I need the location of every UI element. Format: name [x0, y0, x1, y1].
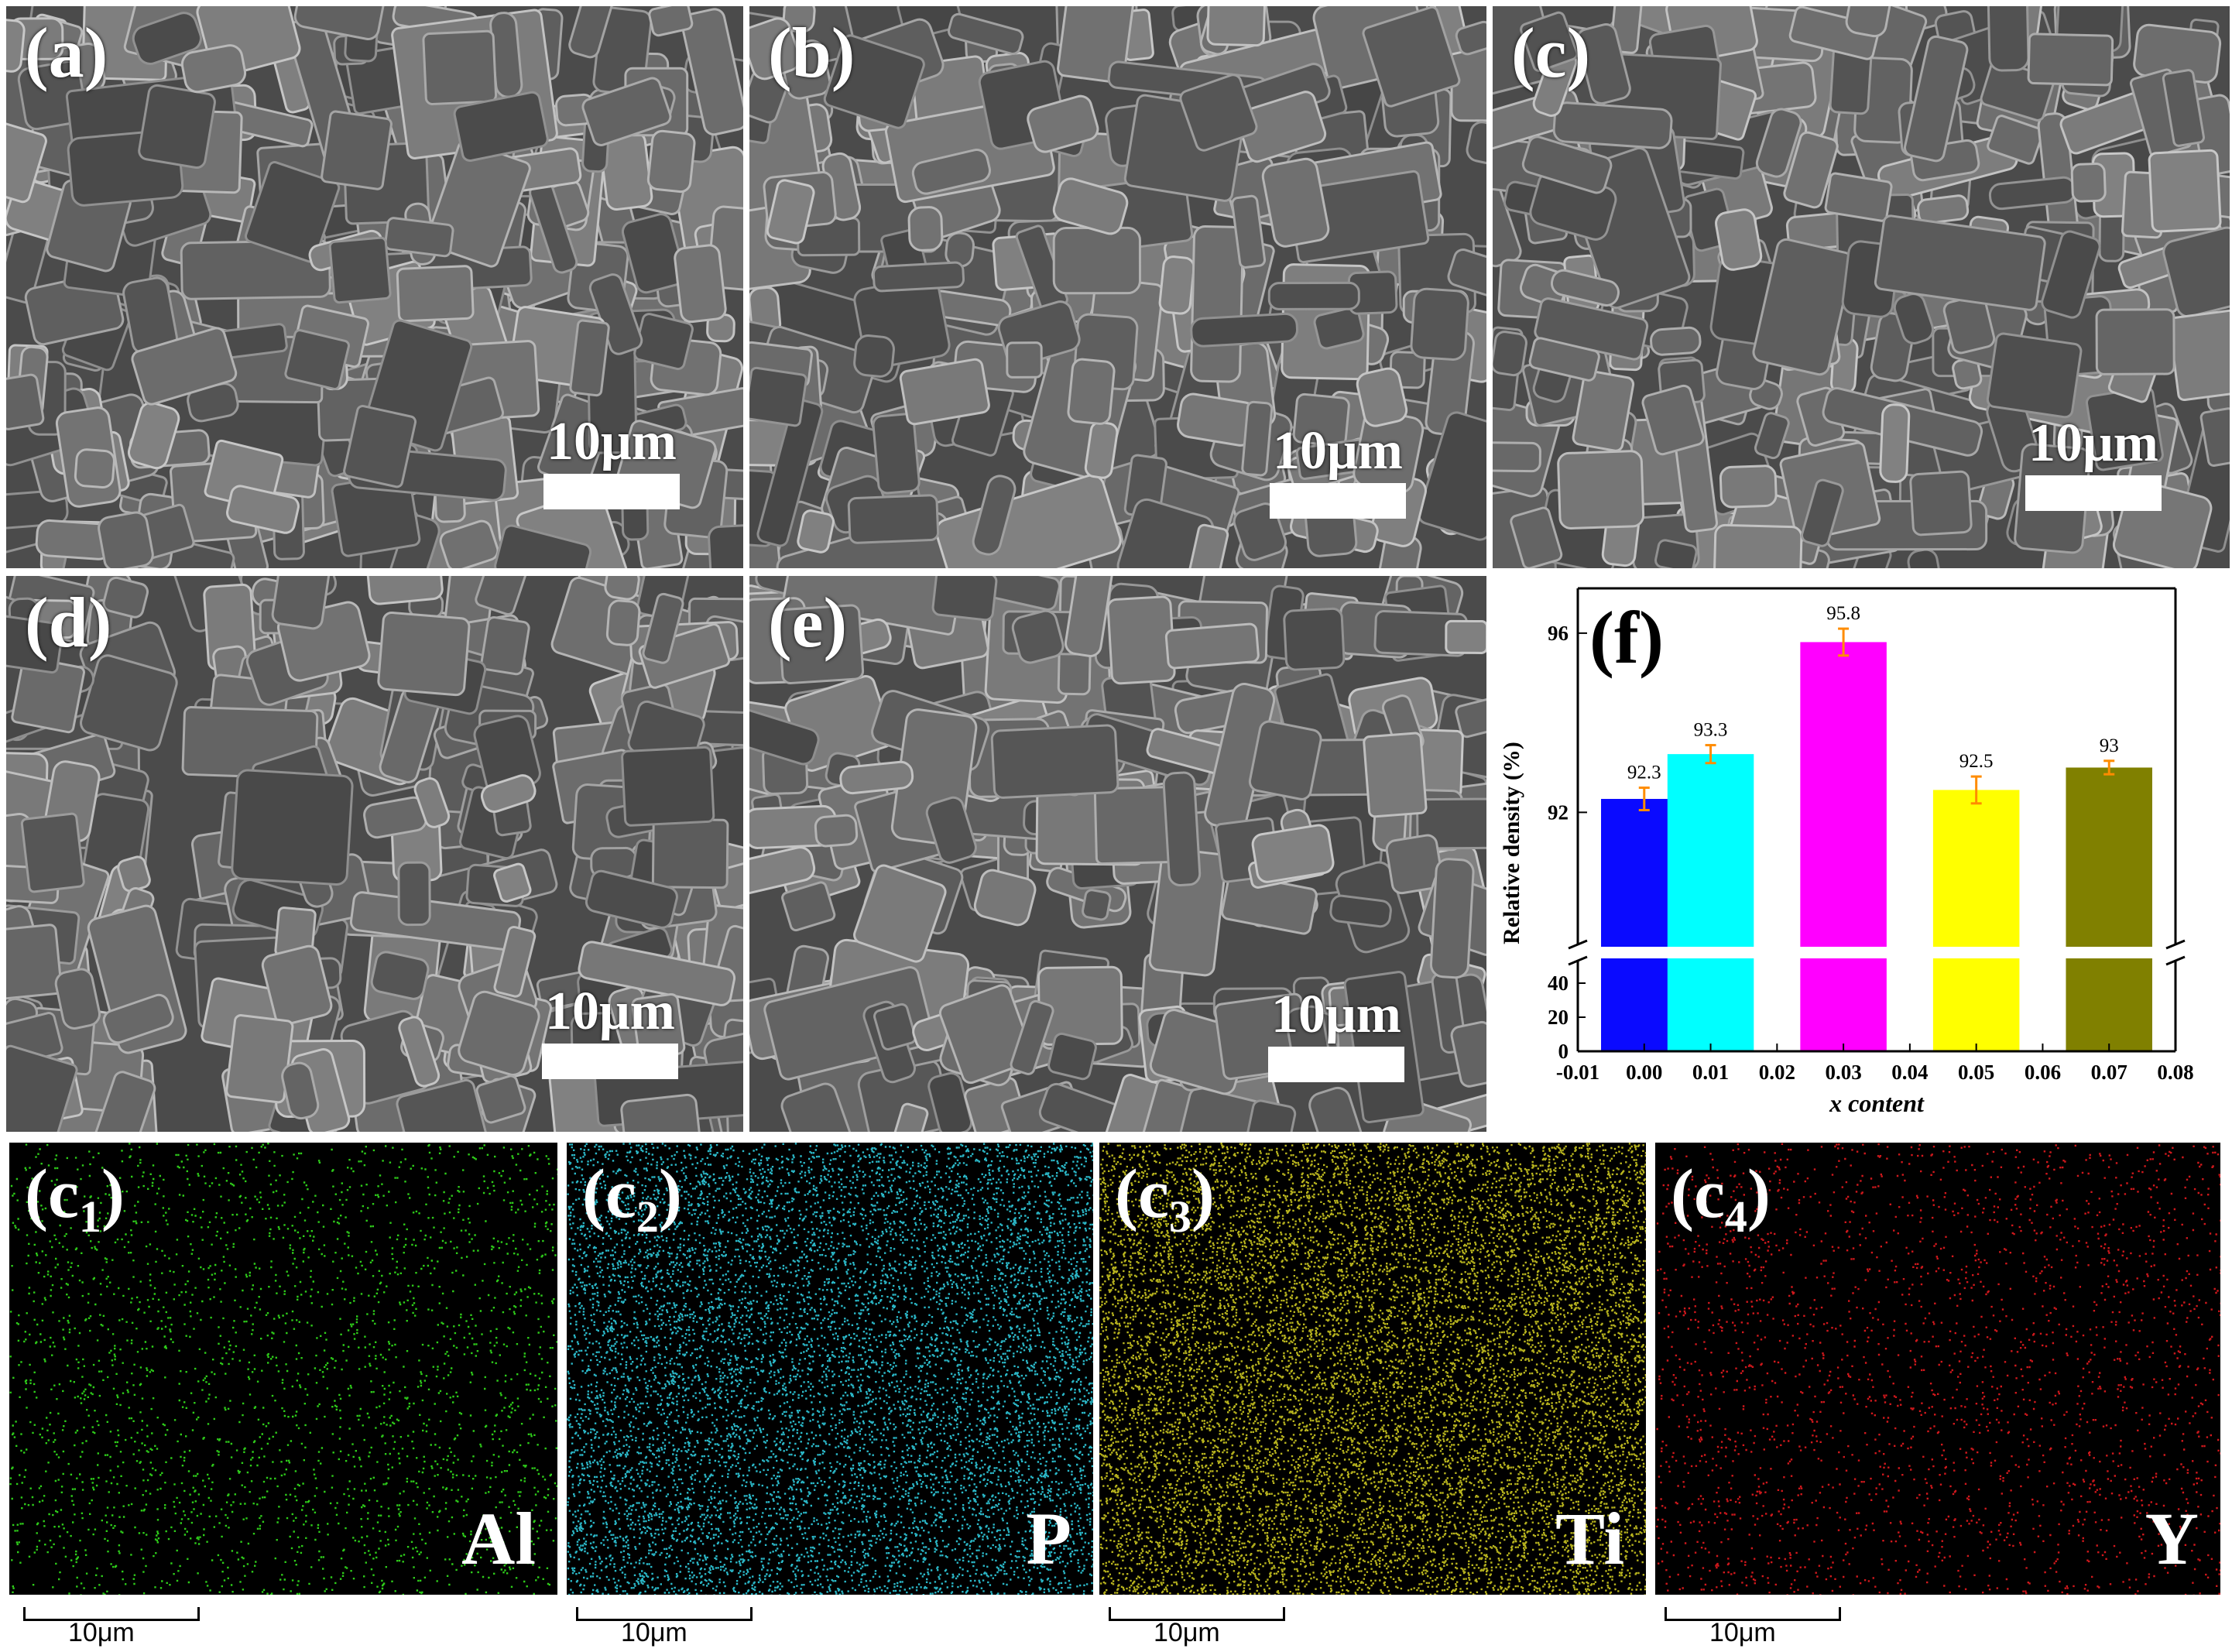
scale-bar: 10μm — [1267, 988, 1406, 1082]
scale-bar-label: 10μm — [547, 412, 677, 471]
scale-bar: 10μm — [540, 985, 680, 1079]
element-label: Ti — [1555, 1497, 1624, 1580]
scale-bar-line — [543, 474, 680, 509]
scale-bar-label: 10μm — [1271, 985, 1401, 1044]
scale-bar: 10μm — [2024, 416, 2163, 511]
eds-map-al: (c1) Al — [9, 1143, 557, 1595]
element-label: Y — [2145, 1497, 2199, 1580]
sem-panel-c: (c) 10μm — [1493, 6, 2230, 568]
data-label: 92.3 — [1627, 763, 1661, 783]
eds-panel-label: (c3) — [1115, 1156, 1215, 1242]
eds-panel-label: (c2) — [582, 1156, 682, 1242]
y-axis-title: Relative density (%) — [1499, 742, 1524, 944]
y-tick-label: 20 — [1548, 1006, 1569, 1029]
eds-map-y: (c4) Y — [1655, 1143, 2220, 1595]
bar-lower — [1800, 958, 1887, 1051]
bar-upper — [2066, 767, 2152, 947]
data-label: 95.8 — [1826, 603, 1860, 624]
sem-micrograph — [6, 6, 743, 568]
sem-micrograph — [6, 576, 743, 1132]
scale-bar-label: 10μm — [2028, 413, 2158, 473]
panel-label: (a) — [25, 13, 108, 92]
sem-micrograph — [1493, 6, 2230, 568]
eds-scale-label: 10μm — [621, 1618, 687, 1647]
x-tick-label: 0.05 — [1958, 1061, 1994, 1084]
y-tick-label: 96 — [1548, 622, 1569, 645]
x-tick-label: 0.01 — [1692, 1061, 1729, 1084]
eds-scale-bar: 10μm — [1109, 1607, 1294, 1650]
data-label: 93.3 — [1694, 720, 1728, 741]
x-tick-label: 0.03 — [1825, 1061, 1861, 1084]
sem-micrograph — [749, 6, 1486, 568]
eds-map-ti: (c3) Ti — [1099, 1143, 1646, 1595]
eds-scale-bar: 10μm — [23, 1607, 209, 1650]
scale-bar-label: 10μm — [545, 982, 675, 1041]
panel-label: (d) — [25, 583, 112, 662]
eds-scale-bar: 10μm — [576, 1607, 762, 1650]
x-tick-label: 0.06 — [2025, 1061, 2061, 1084]
scale-bar-line — [542, 1044, 678, 1079]
eds-scale-label: 10μm — [1154, 1618, 1220, 1647]
y-tick-label: 0 — [1558, 1040, 1569, 1063]
panel-label: (c) — [1511, 13, 1591, 92]
eds-panel-label: (c4) — [1671, 1156, 1771, 1242]
x-tick-label: 0.04 — [1891, 1061, 1928, 1084]
panel-label: (f) — [1589, 596, 1664, 679]
x-tick-label: 0.02 — [1759, 1061, 1795, 1084]
eds-map-p: (c2) P — [567, 1143, 1093, 1595]
eds-scale-label: 10μm — [1709, 1618, 1776, 1647]
eds-panel-label: (c1) — [25, 1156, 125, 1242]
sem-panel-b: (b) 10μm — [749, 6, 1486, 568]
sem-panel-e: (e) 10μm — [749, 576, 1486, 1132]
scale-bar-line — [2025, 475, 2162, 511]
data-label: 92.5 — [1959, 751, 1994, 772]
sem-panel-d: (d) 10μm — [6, 576, 743, 1132]
x-axis-title: x content — [1829, 1089, 1925, 1117]
eds-scale-bar: 10μm — [1665, 1607, 1850, 1650]
data-label: 93 — [2100, 735, 2119, 756]
bar-lower — [2066, 958, 2152, 1051]
scale-bar-label: 10μm — [1273, 421, 1403, 481]
scale-bar-line — [1270, 483, 1406, 519]
bar-lower — [1667, 958, 1754, 1051]
panel-label: (e) — [768, 583, 848, 662]
eds-dot-map — [567, 1143, 1093, 1595]
panel-label: (b) — [768, 13, 855, 92]
element-label: Al — [461, 1497, 536, 1580]
x-tick-label: 0.00 — [1626, 1061, 1662, 1084]
x-tick-label: -0.01 — [1556, 1061, 1599, 1084]
eds-dot-map — [1099, 1143, 1646, 1595]
bar-upper — [1932, 790, 2020, 947]
scale-bar: 10μm — [1268, 424, 1407, 519]
element-label: P — [1026, 1497, 1071, 1580]
x-tick-label: 0.08 — [2157, 1061, 2193, 1084]
bar-upper — [1667, 754, 1754, 947]
scale-bar-line — [1268, 1047, 1404, 1082]
y-tick-label: 92 — [1548, 800, 1569, 824]
y-tick-label: 40 — [1548, 972, 1569, 995]
bar-upper — [1800, 642, 1887, 947]
relative-density-chart: 92.3 93.3 95.8 92.5 93 -0.01 0.00 0.01 0.02 0.03 0… — [1486, 579, 2232, 1136]
x-tick-label: 0.07 — [2091, 1061, 2127, 1084]
sem-panel-a: (a) 10μm — [6, 6, 743, 568]
scale-bar: 10μm — [542, 415, 681, 509]
bar-lower — [1932, 958, 2020, 1051]
sem-micrograph — [749, 576, 1486, 1132]
eds-scale-label: 10μm — [68, 1618, 135, 1647]
